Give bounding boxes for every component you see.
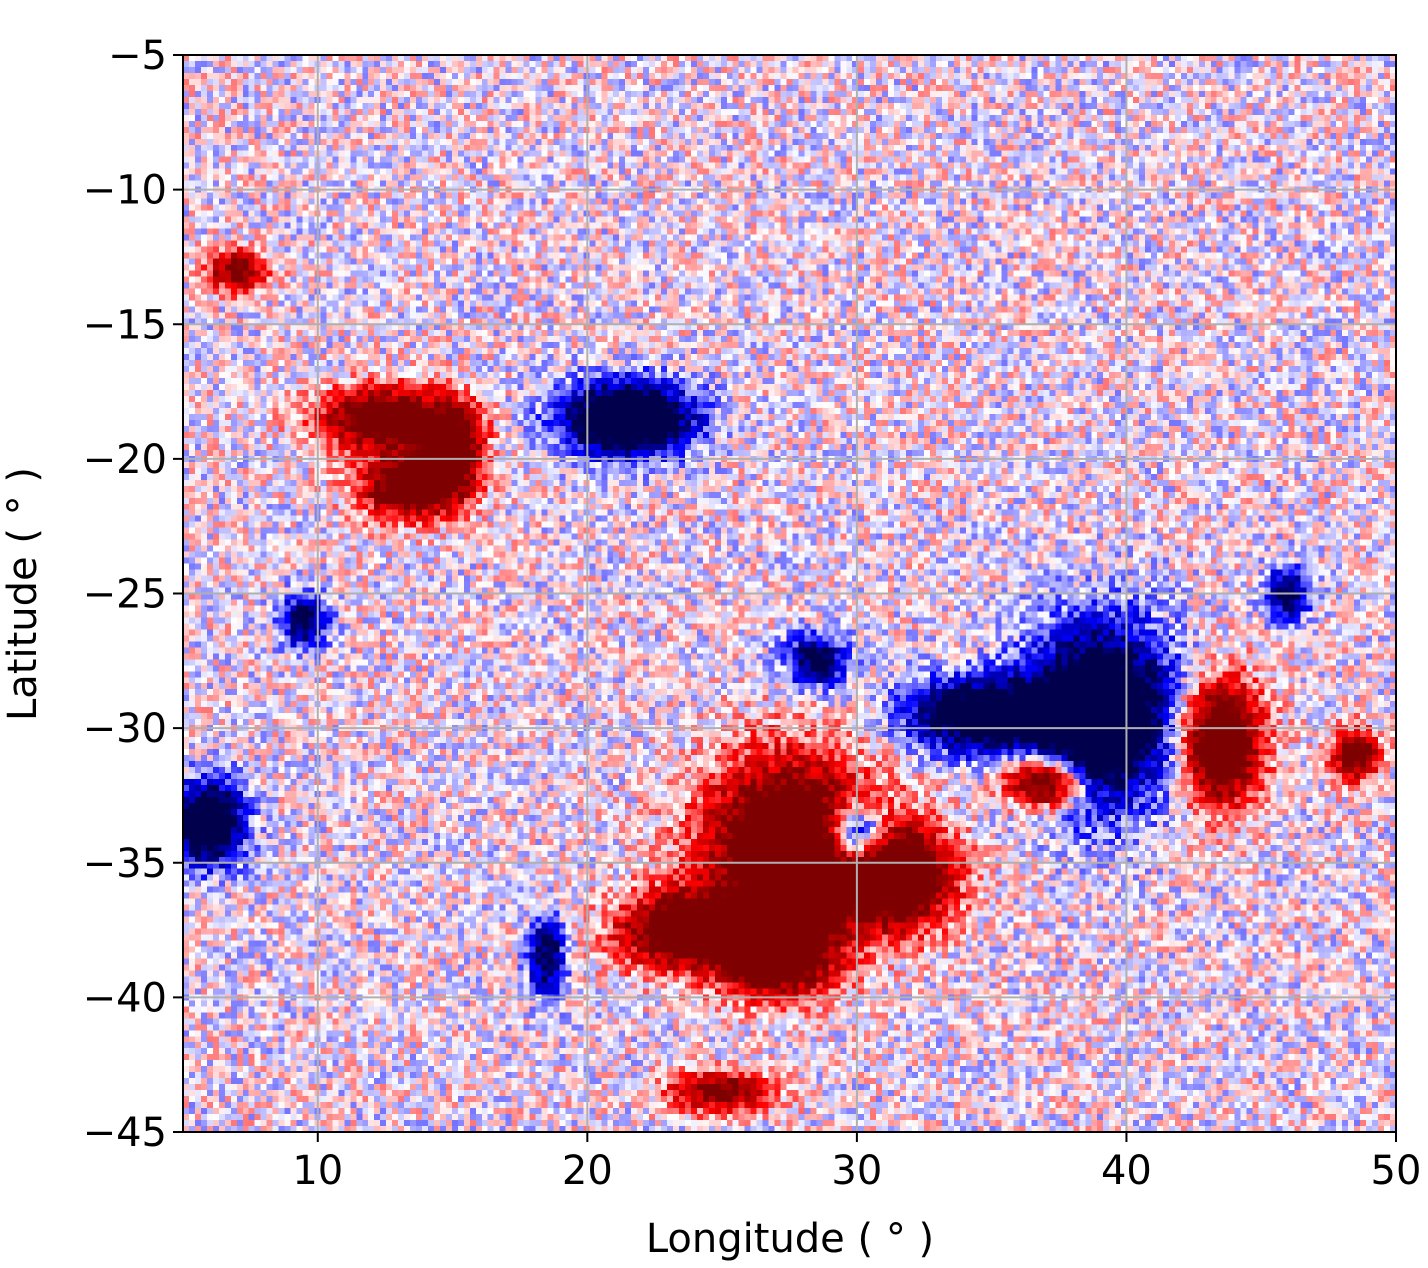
x-tick-label: 50 bbox=[1371, 1148, 1422, 1194]
y-tick-label: −15 bbox=[83, 302, 167, 348]
y-tick-label: −30 bbox=[83, 706, 167, 752]
y-tick-label: −40 bbox=[83, 975, 167, 1021]
x-tick-label: 40 bbox=[1101, 1148, 1152, 1194]
y-axis: −5 −10 −15 −20 −25 −30 −35 −40 −45 bbox=[83, 33, 183, 1156]
y-tick-label: −10 bbox=[83, 168, 167, 214]
x-tick-label: 20 bbox=[562, 1148, 613, 1194]
y-tick-label: −25 bbox=[83, 572, 167, 618]
y-tick-label: −5 bbox=[108, 33, 167, 79]
y-axis-label: Latitude ( ° ) bbox=[0, 467, 46, 721]
y-tick-label: −35 bbox=[83, 841, 167, 887]
x-axis: 10 20 30 40 50 bbox=[292, 1132, 1421, 1194]
x-tick-label: 30 bbox=[831, 1148, 882, 1194]
y-tick-label: −20 bbox=[83, 437, 167, 483]
x-tick-label: 10 bbox=[292, 1148, 343, 1194]
x-axis-label: Longitude ( ° ) bbox=[646, 1216, 934, 1262]
y-tick-label: −45 bbox=[83, 1110, 167, 1156]
